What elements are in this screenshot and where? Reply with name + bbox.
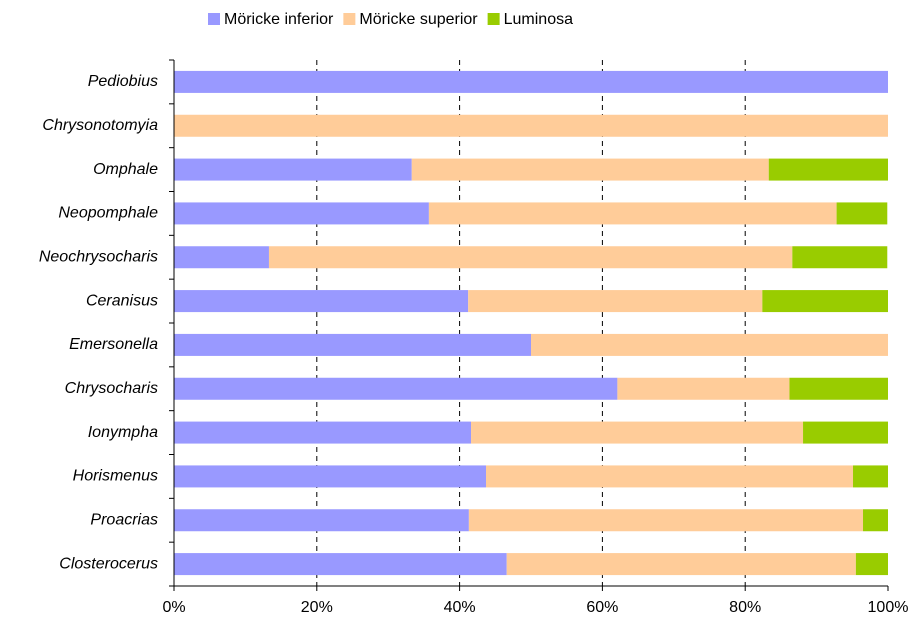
- bar-segment: [471, 421, 804, 444]
- bar-segment: [428, 202, 837, 225]
- bar-segment: [468, 290, 763, 313]
- y-tick-label: Chrysonotomyia: [42, 117, 158, 134]
- bar-segment: [506, 553, 856, 576]
- y-tick-label: Horismenus: [73, 468, 158, 485]
- x-tick-label: 40%: [444, 599, 476, 616]
- y-tick-label: Proacrias: [90, 511, 158, 528]
- y-tick-label: Closterocerus: [59, 555, 158, 572]
- x-tick-label: 0%: [162, 599, 185, 616]
- bar-segment: [789, 377, 888, 400]
- y-tick-label: Neochrysocharis: [39, 248, 158, 265]
- bar-segment: [174, 246, 269, 269]
- y-tick-label: Chrysocharis: [65, 380, 158, 397]
- bar-segment: [174, 290, 469, 313]
- legend-label: Luminosa: [504, 11, 573, 28]
- bar-segment: [174, 421, 472, 444]
- bar-segment: [855, 553, 888, 576]
- legend-swatch: [208, 13, 220, 25]
- bar-segment: [617, 377, 790, 400]
- legend-swatch: [487, 13, 500, 25]
- y-tick-label: Pediobius: [88, 73, 158, 90]
- bar-segment: [411, 158, 769, 181]
- bar-segment: [768, 158, 888, 181]
- x-tick-label: 60%: [586, 599, 618, 616]
- x-tick-label: 100%: [868, 599, 909, 616]
- y-tick-label: Neopomphale: [58, 205, 158, 222]
- bar-segment: [486, 465, 854, 488]
- bar-segment: [853, 465, 888, 488]
- legend-swatch: [343, 13, 356, 25]
- bar-segment: [762, 290, 888, 313]
- legend-label: Möricke superior: [359, 11, 478, 28]
- bar-segment: [468, 509, 864, 532]
- bar-segment: [836, 202, 888, 225]
- bar-segment: [863, 509, 888, 532]
- bar-segment: [174, 377, 618, 400]
- bar-segment: [803, 421, 888, 444]
- bar-segment: [174, 465, 487, 488]
- y-tick-label: Emersonella: [69, 336, 158, 353]
- legend-label: Möricke inferior: [224, 11, 334, 28]
- bar-segment: [268, 246, 793, 269]
- y-tick-label: Omphale: [93, 161, 158, 178]
- y-tick-label: Ceranisus: [86, 292, 158, 309]
- bar-segment: [174, 509, 469, 532]
- bar-segment: [174, 70, 888, 93]
- y-tick-label: Ionympha: [88, 424, 158, 441]
- bar-segment: [174, 333, 531, 356]
- bar-segment: [174, 553, 507, 576]
- bar-segment: [174, 158, 412, 181]
- bar-segment: [174, 202, 429, 225]
- bar-segment: [792, 246, 888, 269]
- bar-segment: [174, 114, 888, 137]
- x-tick-label: 80%: [729, 599, 761, 616]
- bar-segment: [531, 333, 888, 356]
- x-tick-label: 20%: [301, 599, 333, 616]
